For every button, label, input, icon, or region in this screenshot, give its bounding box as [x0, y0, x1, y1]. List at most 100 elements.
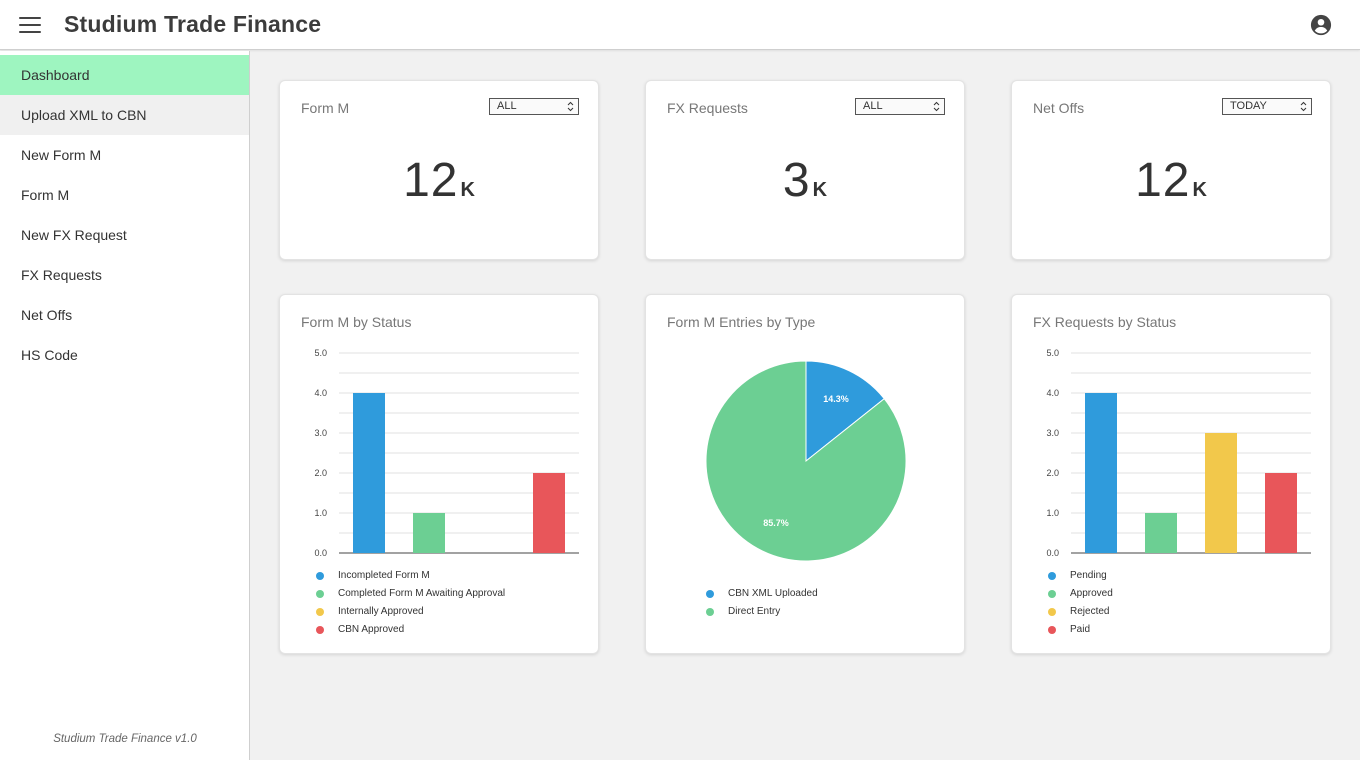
legend-swatch [1048, 626, 1056, 634]
y-tick-label: 0.0 [314, 548, 327, 558]
pie-slice-cbn-xml-uploaded[interactable] [805, 360, 885, 463]
legend-swatch [706, 590, 714, 598]
chart-title: Form M by Status [301, 314, 412, 330]
legend-label: Rejected [1070, 606, 1110, 617]
legend-label: CBN Approved [338, 624, 405, 635]
stat-unit: K [812, 179, 828, 201]
legend-item-incompleted-form-m[interactable]: Incompleted Form M [316, 567, 505, 585]
bar-incompleted-form-m[interactable] [353, 393, 385, 553]
card-title: FX Requests [667, 100, 748, 116]
legend-swatch [1048, 590, 1056, 598]
sidebar-item-dashboard[interactable]: Dashboard [0, 55, 249, 95]
legend-swatch [706, 608, 714, 616]
y-tick-label: 3.0 [1046, 428, 1059, 438]
bar-chart-form-m-status: 0.0 1.0 2.0 3.0 4.0 5.0 [314, 348, 579, 558]
y-tick-label: 4.0 [1046, 388, 1059, 398]
legend-swatch [316, 590, 324, 598]
stat-number: 12 [403, 154, 459, 207]
chart-legend: Incompleted Form M Completed Form M Await… [316, 567, 505, 639]
bar-pending[interactable] [1085, 393, 1117, 553]
legend-label: Internally Approved [338, 606, 424, 617]
stat-card-net-offs: Net Offs TODAY 12 K [1011, 80, 1331, 260]
legend-swatch [1048, 572, 1056, 580]
legend-label: Pending [1070, 570, 1107, 581]
filter-select[interactable]: ALL [855, 98, 945, 115]
stat-value: 12 K [280, 153, 598, 208]
bar-chart-fx-requests-status: 0.0 1.0 2.0 3.0 4.0 5.0 [1046, 348, 1311, 558]
legend-label: Completed Form M Awaiting Approval [338, 588, 506, 599]
filter-select-value: ALL [863, 100, 883, 112]
top-app-bar: Studium Trade Finance [0, 0, 1360, 50]
legend-item-pending[interactable]: Pending [1048, 567, 1113, 585]
legend-item-completed-form-m-awaiting-approval[interactable]: Completed Form M Awaiting Approval [316, 585, 505, 603]
stat-card-form-m: Form M ALL 12 K [279, 80, 599, 260]
legend-swatch [316, 626, 324, 634]
sidebar-item-net-offs[interactable]: Net Offs [21, 307, 73, 323]
card-title: Form M [301, 100, 350, 116]
y-tick-label: 5.0 [314, 348, 327, 358]
legend-swatch [316, 608, 324, 616]
pie-slice-direct-entry[interactable] [705, 360, 907, 562]
stat-number: 3 [782, 154, 811, 207]
y-tick-label: 1.0 [1046, 508, 1059, 518]
legend-item-paid[interactable]: Paid [1048, 621, 1113, 639]
legend-item-direct-entry[interactable]: Direct Entry [706, 603, 818, 621]
hamburger-menu-icon[interactable] [19, 15, 41, 35]
y-tick-label: 1.0 [314, 508, 327, 518]
chart-title: Form M Entries by Type [667, 314, 816, 330]
stat-unit: K [460, 179, 475, 201]
legend-item-cbn-approved[interactable]: CBN Approved [316, 621, 505, 639]
bar-approved[interactable] [1145, 513, 1177, 553]
pie-slice-label: 14.3% [823, 394, 849, 404]
account-circle-icon[interactable] [1310, 14, 1332, 36]
legend-swatch [1048, 608, 1056, 616]
sidebar-item-new-form-m[interactable]: New Form M [21, 147, 102, 163]
filter-select[interactable]: ALL [489, 98, 579, 115]
bar-cbn-approved[interactable] [533, 473, 565, 553]
sidebar-item-new-fx-request[interactable]: New FX Request [21, 227, 127, 243]
stat-number: 12 [1135, 154, 1191, 207]
bar-rejected[interactable] [1205, 433, 1237, 553]
chart-legend: CBN XML Uploaded Direct Entry [706, 585, 818, 621]
select-arrows-icon [1300, 101, 1307, 112]
bar-completed-form-m-awaiting-approval[interactable] [413, 513, 445, 553]
y-tick-label: 2.0 [1046, 468, 1059, 478]
y-tick-label: 3.0 [314, 428, 327, 438]
chart-title: FX Requests by Status [1033, 314, 1177, 330]
y-tick-label: 4.0 [314, 388, 327, 398]
select-arrows-icon [567, 101, 574, 112]
sidebar-item-form-m[interactable]: Form M [21, 187, 70, 203]
legend-label: CBN XML Uploaded [728, 588, 818, 599]
legend-label: Paid [1070, 624, 1091, 635]
legend-swatch [316, 572, 324, 580]
chart-card-form-m-entries-by-type: Form M Entries by Type 14.3% 85.7% CBN XM… [645, 294, 965, 654]
legend-label: Approved [1070, 588, 1113, 599]
legend-item-internally-approved[interactable]: Internally Approved [316, 603, 505, 621]
version-label: Studium Trade Finance v1.0 [53, 733, 197, 745]
sidebar-item-upload-xml[interactable]: Upload XML to CBN [0, 95, 249, 135]
filter-select[interactable]: TODAY [1222, 98, 1312, 115]
card-title: Net Offs [1033, 100, 1085, 116]
y-tick-label: 2.0 [314, 468, 327, 478]
pie-chart-form-m-entries: 14.3% 85.7% [705, 360, 907, 562]
chart-card-form-m-by-status: Form M by Status 0.0 1.0 2.0 3.0 4.0 5.0 Inco… [279, 294, 599, 654]
legend-item-rejected[interactable]: Rejected [1048, 603, 1113, 621]
chart-legend: Pending Approved Rejected Paid [1048, 567, 1113, 639]
legend-item-approved[interactable]: Approved [1048, 585, 1113, 603]
legend-item-cbn-xml-uploaded[interactable]: CBN XML Uploaded [706, 585, 818, 603]
filter-select-value: TODAY [1230, 100, 1267, 112]
y-tick-label: 5.0 [1046, 348, 1059, 358]
sidebar-item-fx-requests[interactable]: FX Requests [21, 267, 102, 283]
bar-paid[interactable] [1265, 473, 1297, 553]
select-arrows-icon [933, 101, 940, 112]
sidebar-item-hs-code[interactable]: HS Code [21, 347, 78, 363]
filter-select-value: ALL [497, 100, 517, 112]
app-title: Studium Trade Finance [64, 11, 322, 37]
legend-label: Direct Entry [728, 606, 781, 617]
legend-label: Incompleted Form M [338, 570, 430, 581]
sidebar-nav: Dashboard Upload XML to CBN New Form M F… [0, 51, 250, 760]
chart-card-fx-requests-by-status: FX Requests by Status 0.0 1.0 2.0 3.0 4.0 5.0… [1011, 294, 1331, 654]
pie-slice-label: 85.7% [763, 518, 789, 528]
